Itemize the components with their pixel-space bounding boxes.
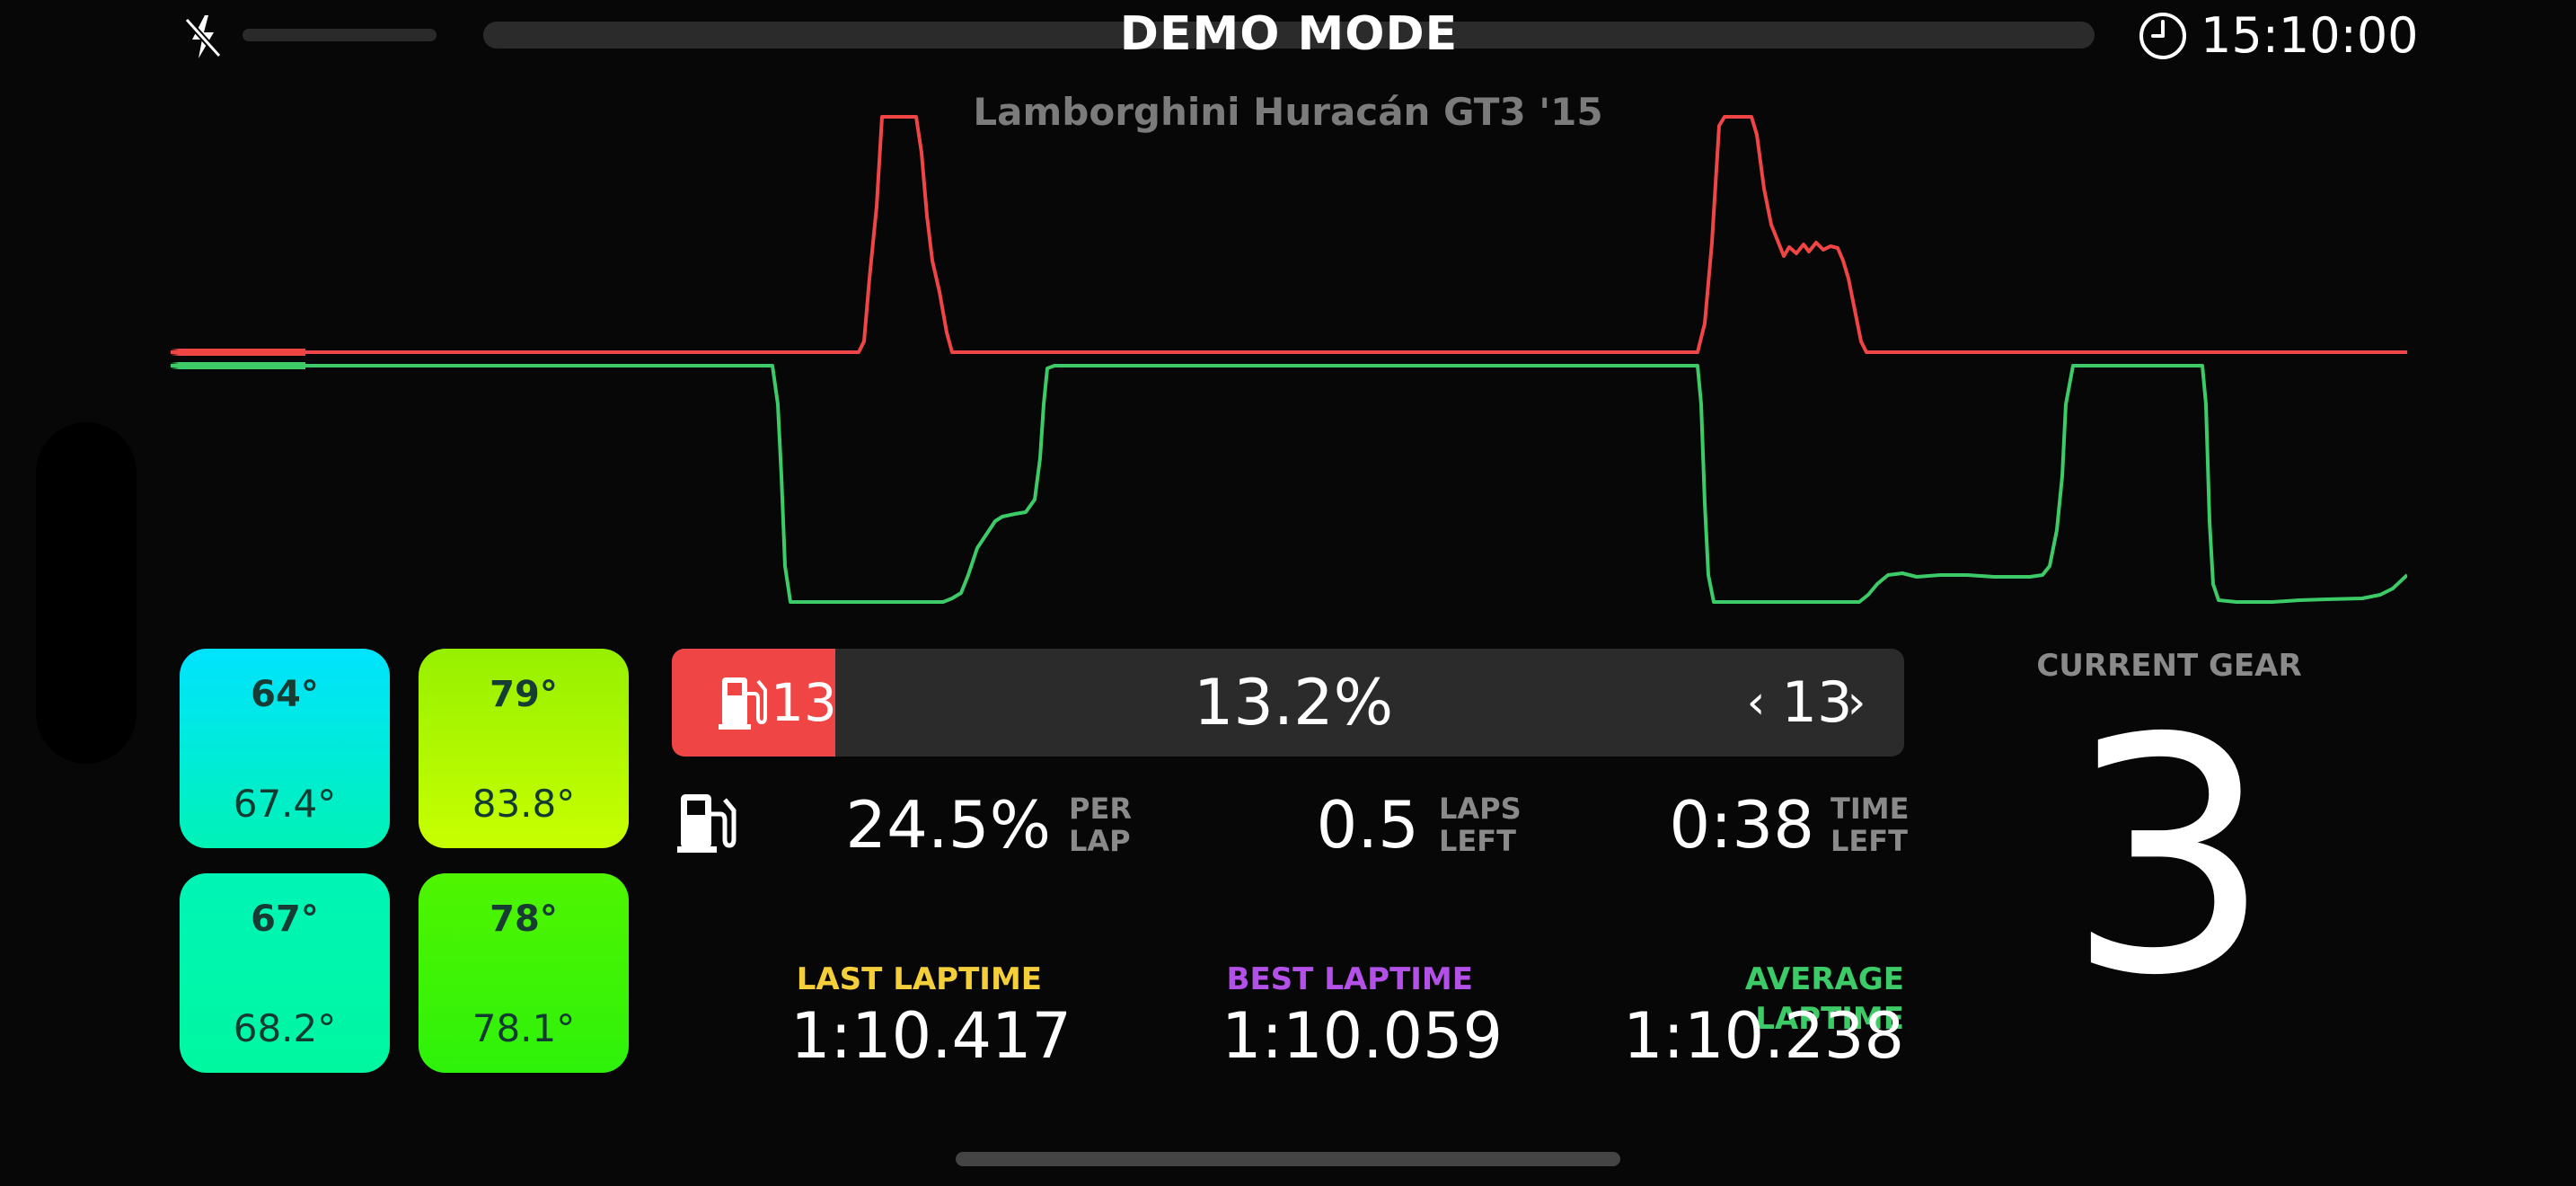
tyre-core-temp: 83.8°	[472, 782, 576, 826]
tyre-core-temp: 68.2°	[233, 1006, 337, 1050]
tyre-surface-temp: 64°	[251, 674, 319, 715]
average-laptime-value: 1:10.238	[1622, 999, 1904, 1073]
lap-selector-value: 13	[1781, 669, 1853, 735]
tyre-front-left: 64° 67.4°	[180, 649, 390, 848]
laps-left-label: LAPS LEFT	[1439, 792, 1522, 857]
brake-trace	[171, 115, 2407, 354]
time-left-value: 0:38	[1669, 787, 1814, 863]
current-gear-value: 3	[2066, 669, 2272, 1046]
label-line: LEFT	[1439, 824, 1516, 858]
side-drawer-handle[interactable]	[36, 422, 137, 764]
fuel-level-bar	[672, 649, 1904, 757]
tyre-rear-left: 67° 68.2°	[180, 873, 390, 1073]
fuel-pump-icon	[675, 791, 737, 855]
tyre-surface-temp: 67°	[251, 898, 319, 940]
last-laptime-value: 1:10.417	[790, 999, 1072, 1073]
fuel-laps-value: 13	[771, 672, 837, 733]
fuel-percentage: 13.2%	[1193, 666, 1394, 739]
flash-off-icon[interactable]	[181, 13, 225, 61]
car-name: Lamborghini Huracán GT3 '15	[973, 90, 1603, 134]
label-line: PER	[1069, 792, 1132, 826]
laps-left-value: 0.5	[1316, 787, 1419, 863]
fuel-per-lap-value: 24.5%	[845, 787, 1051, 863]
tyre-core-temp: 67.4°	[233, 782, 337, 826]
label-line: LAPS	[1439, 792, 1522, 826]
tyre-rear-right: 78° 78.1°	[419, 873, 629, 1073]
label-line: LEFT	[1831, 824, 1908, 858]
fuel-per-lap-label: PER LAP	[1069, 792, 1132, 857]
label-line: TIME	[1831, 792, 1910, 826]
best-laptime-value: 1:10.059	[1222, 999, 1504, 1073]
time-left-label: TIME LEFT	[1831, 792, 1909, 857]
label-line: LAP	[1069, 824, 1131, 858]
fuel-level-fill	[672, 649, 835, 757]
average-laptime-label: AVERAGE LAPTIME	[1744, 961, 1904, 1037]
clock-icon	[2138, 11, 2188, 61]
status-pill	[243, 29, 437, 41]
tyre-surface-temp: 78°	[490, 898, 558, 940]
tyre-front-right: 79° 83.8°	[419, 649, 629, 848]
tyre-surface-temp: 79°	[490, 674, 558, 715]
top-progress-bar	[483, 22, 2095, 49]
current-gear-label: CURRENT GEAR	[2036, 648, 2302, 684]
lap-prev-button[interactable]: ‹	[1746, 676, 1766, 730]
tyre-core-temp: 78.1°	[472, 1006, 576, 1050]
clock-time: 15:10:00	[2201, 7, 2419, 64]
telemetry-graph	[171, 115, 2407, 604]
home-indicator[interactable]	[956, 1152, 1620, 1166]
mode-label: DEMO MODE	[1119, 7, 1459, 61]
throttle-trace	[171, 364, 2407, 604]
last-laptime-label: LAST LAPTIME	[796, 961, 1042, 997]
best-laptime-label: BEST LAPTIME	[1226, 961, 1473, 997]
lap-next-button[interactable]: ›	[1847, 676, 1866, 730]
fuel-pump-icon	[719, 672, 767, 731]
